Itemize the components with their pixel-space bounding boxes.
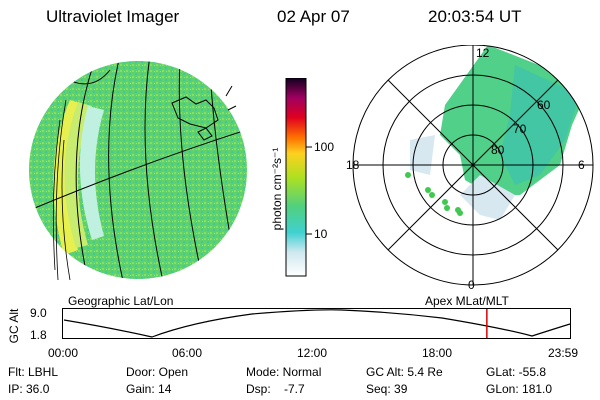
lat-label-60: 60 (537, 98, 551, 112)
instrument-title: Ultraviolet Imager (46, 7, 180, 26)
status-door: Door: Open (126, 365, 189, 379)
apex-caption: Apex MLat/MLT (425, 294, 509, 308)
polar-mlt-plot (352, 45, 594, 286)
colorbar-tick-100: 100 (314, 140, 335, 154)
status-glat: GLat: -55.8 (486, 365, 547, 379)
time-tick-4: 23:59 (548, 346, 579, 360)
altitude-axis-label: GC Alt (7, 308, 21, 344)
status-gain: Gain: 14 (126, 382, 172, 396)
status-ip: IP: 36.0 (8, 382, 50, 396)
lat-label-70: 70 (513, 122, 527, 136)
status-filter: Flt: LBHL (8, 365, 59, 379)
status-dsp: Dsp: -7.7 (246, 382, 305, 396)
colorbar-tick-10: 10 (314, 227, 328, 241)
status-seq: Seq: 39 (366, 382, 408, 396)
time-tick-2: 12:00 (297, 346, 328, 360)
mlt-label-noon: 12 (476, 46, 490, 60)
mlt-label-dusk: 18 (346, 158, 360, 172)
time-tick-0: 00:00 (48, 346, 79, 360)
geographic-caption: Geographic Lat/Lon (68, 294, 174, 308)
intensity-colorbar (285, 78, 312, 277)
status-gc-alt: GC Alt: 5.4 Re (366, 365, 443, 379)
status-mode: Mode: Normal (246, 365, 322, 379)
image-date: 02 Apr 07 (277, 7, 350, 26)
mlt-label-midnight: 0 (468, 278, 475, 292)
geographic-globe (29, 61, 247, 281)
status-glon: GLon: 181.0 (486, 382, 553, 396)
altitude-max-label: 9.0 (30, 306, 47, 320)
mlt-label-dawn: 6 (578, 158, 585, 172)
time-tick-1: 06:00 (172, 346, 203, 360)
lat-label-80: 80 (491, 143, 505, 157)
time-tick-3: 18:00 (422, 346, 453, 360)
altitude-min-label: 1.8 (30, 328, 47, 342)
altitude-timeline (62, 308, 571, 339)
colorbar-unit-label: photon cm⁻²s⁻¹ (270, 147, 284, 231)
image-time: 20:03:54 UT (428, 7, 522, 26)
